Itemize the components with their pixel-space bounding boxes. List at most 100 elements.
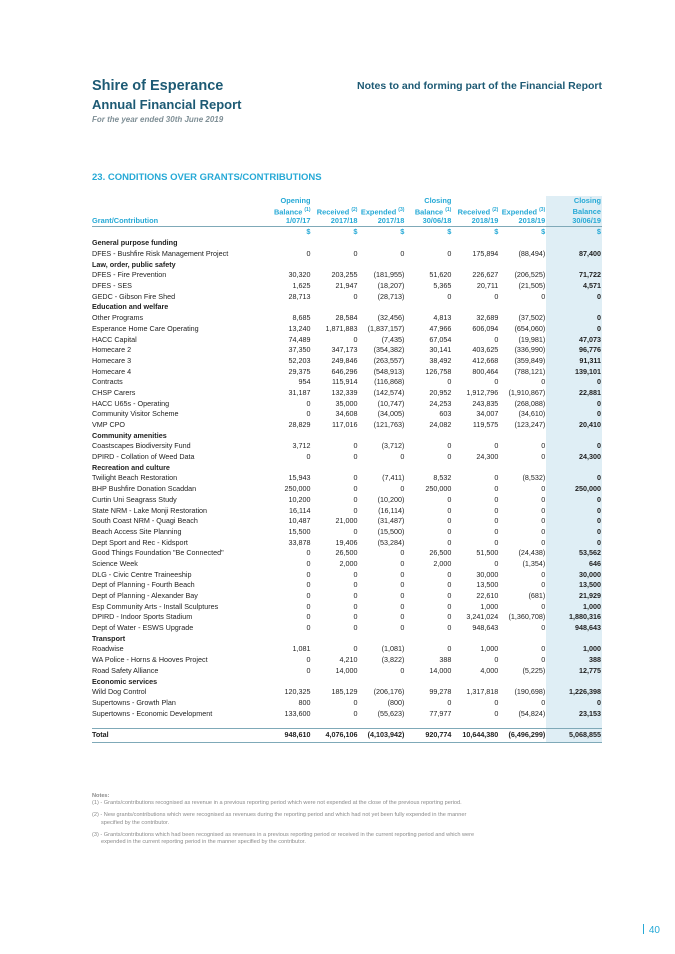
- amount-cell: 0: [306, 398, 311, 408]
- closing-balance-cell: [546, 430, 602, 442]
- amount-cell: 226,627: [472, 270, 499, 280]
- amount-cell: 0: [494, 505, 499, 515]
- column-header-text: 1/07/17: [285, 216, 311, 226]
- page-number: 40: [642, 924, 660, 936]
- grant-name: VMP CPO: [92, 420, 126, 429]
- note-item: (2) - New grants/contributions which wer…: [92, 812, 600, 826]
- closing-balance-cell: 250,000: [546, 483, 602, 495]
- closing-balance-cell: 0: [546, 505, 602, 516]
- column-header-text: 2017/18: [377, 216, 405, 226]
- table-row: Science Week 0 2,000 0 2,000 0 (1,354) 646: [92, 558, 602, 570]
- amount-cell: 30,000: [476, 569, 499, 579]
- amount-cell: 34,608: [335, 409, 358, 419]
- column-header: [358, 196, 405, 206]
- closing-balance-cell: 388: [546, 654, 602, 666]
- amount-cell: 0: [353, 249, 358, 258]
- amount-cell: 0: [494, 334, 499, 344]
- amount-cell: 22,610: [476, 591, 499, 600]
- column-header: 2018/19: [499, 216, 546, 226]
- amount-cell: (181,955): [373, 270, 405, 280]
- table-row: Curtin Uni Seagrass Study 10,200 0 (10,200)…: [92, 494, 602, 506]
- amount-cell: 0: [494, 655, 499, 665]
- grant-name: GEDC - Gibson Fire Shed: [92, 291, 176, 301]
- grant-name: Esperance Home Care Operating: [92, 323, 199, 333]
- amount-cell: 0: [494, 558, 499, 568]
- column-header-text: 30/06/19: [572, 216, 601, 226]
- amount-cell: 0: [447, 377, 452, 387]
- amount-cell: 37,350: [288, 345, 311, 355]
- column-header-note-ref: (3): [398, 206, 405, 213]
- closing-balance-cell: [546, 302, 602, 313]
- closing-balance-cell: 24,300: [546, 451, 602, 463]
- grant-name: Dept of Planning - Alexander Bay: [92, 591, 198, 600]
- amount-cell: 99,278: [429, 687, 452, 697]
- grant-name: DPIRD - Indoor Sports Stadium: [92, 612, 193, 622]
- table-header: Opening Closing Closing Balance (1) Receive…: [92, 196, 602, 238]
- table-row: Coastscapes Biodiversity Fund 3,712 0 (3,71…: [92, 441, 602, 452]
- amount-cell: (116,868): [374, 377, 405, 387]
- column-header: [92, 196, 265, 206]
- amount-cell: 0: [447, 526, 452, 536]
- amount-cell: 21,947: [335, 281, 358, 291]
- column-header: Expended (3): [358, 206, 405, 217]
- grant-name: Roadwise: [92, 644, 124, 654]
- amount-cell: 0: [400, 558, 405, 568]
- amount-cell: 0: [353, 580, 358, 590]
- table-row: Community Visitor Scheme 0 34,608 (34,005) 6…: [92, 408, 602, 420]
- amount-cell: (53,284): [377, 537, 405, 547]
- amount-cell: 3,712: [292, 441, 311, 451]
- amount-cell: (123,247): [514, 420, 546, 429]
- table-row: Good Things Foundation "Be Connected" 0 26…: [92, 547, 602, 559]
- grant-name: WA Police - Horns & Hooves Project: [92, 655, 208, 665]
- amount-cell: 51,500: [476, 548, 499, 558]
- column-header-note-ref: (2): [351, 206, 358, 213]
- table-row: DPIRD - Collation of Weed Data 0 0 0 0 24,300…: [92, 451, 602, 463]
- column-header-text: Grant/Contribution: [92, 216, 159, 226]
- amount-cell: 13,500: [476, 580, 499, 590]
- table-row: DFES - Bushfire Risk Management Project 0…: [92, 248, 602, 260]
- grant-name: DFES - SES: [92, 281, 132, 291]
- amount-cell: 249,846: [331, 355, 358, 365]
- total-row: Total 948,610 4,076,106 (4,103,942) 920,774 1…: [92, 727, 602, 743]
- amount-cell: 0: [400, 612, 405, 622]
- grant-name: Total: [92, 727, 265, 743]
- column-header-text: Balance: [273, 206, 303, 216]
- grant-name: South Coast NRM - Quagi Beach: [92, 516, 198, 526]
- amount-cell: 0: [541, 569, 546, 579]
- amount-cell: 0: [494, 708, 499, 718]
- grant-name: Supertowns - Growth Plan: [92, 697, 176, 707]
- column-header: Balance (1): [405, 206, 452, 217]
- grant-name: Wild Dog Control: [92, 687, 147, 697]
- table-row: Dept of Planning - Fourth Beach 0 0 0 0 13,50…: [92, 579, 602, 591]
- amount-cell: 8,685: [292, 313, 311, 323]
- closing-balance-cell: 0: [546, 323, 602, 335]
- column-header: Received (2): [452, 206, 499, 217]
- amount-cell: 1,000: [480, 601, 499, 611]
- report-title: Annual Financial Report: [92, 97, 242, 112]
- amount-cell: 3,241,024: [466, 612, 499, 622]
- amount-cell: 0: [353, 623, 358, 633]
- closing-balance-cell: 0: [546, 408, 602, 420]
- amount-cell: (5,225): [522, 665, 546, 675]
- amount-cell: 0: [447, 601, 452, 611]
- amount-cell: 0: [400, 452, 405, 462]
- closing-balance-cell: 0: [546, 537, 602, 548]
- amount-cell: 0: [353, 601, 358, 611]
- amount-cell: 0: [447, 591, 452, 600]
- column-header-note-ref: (1): [304, 206, 311, 213]
- amount-cell: 0: [400, 249, 405, 258]
- closing-balance-cell: [546, 633, 602, 645]
- unit-label: $: [405, 225, 453, 238]
- amount-cell: 33,878: [288, 537, 311, 547]
- amount-cell: 0: [541, 494, 546, 504]
- grant-name: Coastscapes Biodiversity Fund: [92, 441, 191, 451]
- closing-balance-cell: 22,881: [546, 387, 602, 399]
- grant-name: Homecare 3: [92, 355, 132, 365]
- column-header: [92, 206, 265, 217]
- amount-cell: 0: [447, 569, 452, 579]
- closing-balance-cell: 4,571: [546, 280, 602, 292]
- closing-balance-cell: [546, 462, 602, 474]
- organisation-name: Shire of Esperance: [92, 78, 224, 94]
- amount-cell: 0: [353, 708, 358, 718]
- grant-name: Supertowns - Economic Development: [92, 708, 213, 718]
